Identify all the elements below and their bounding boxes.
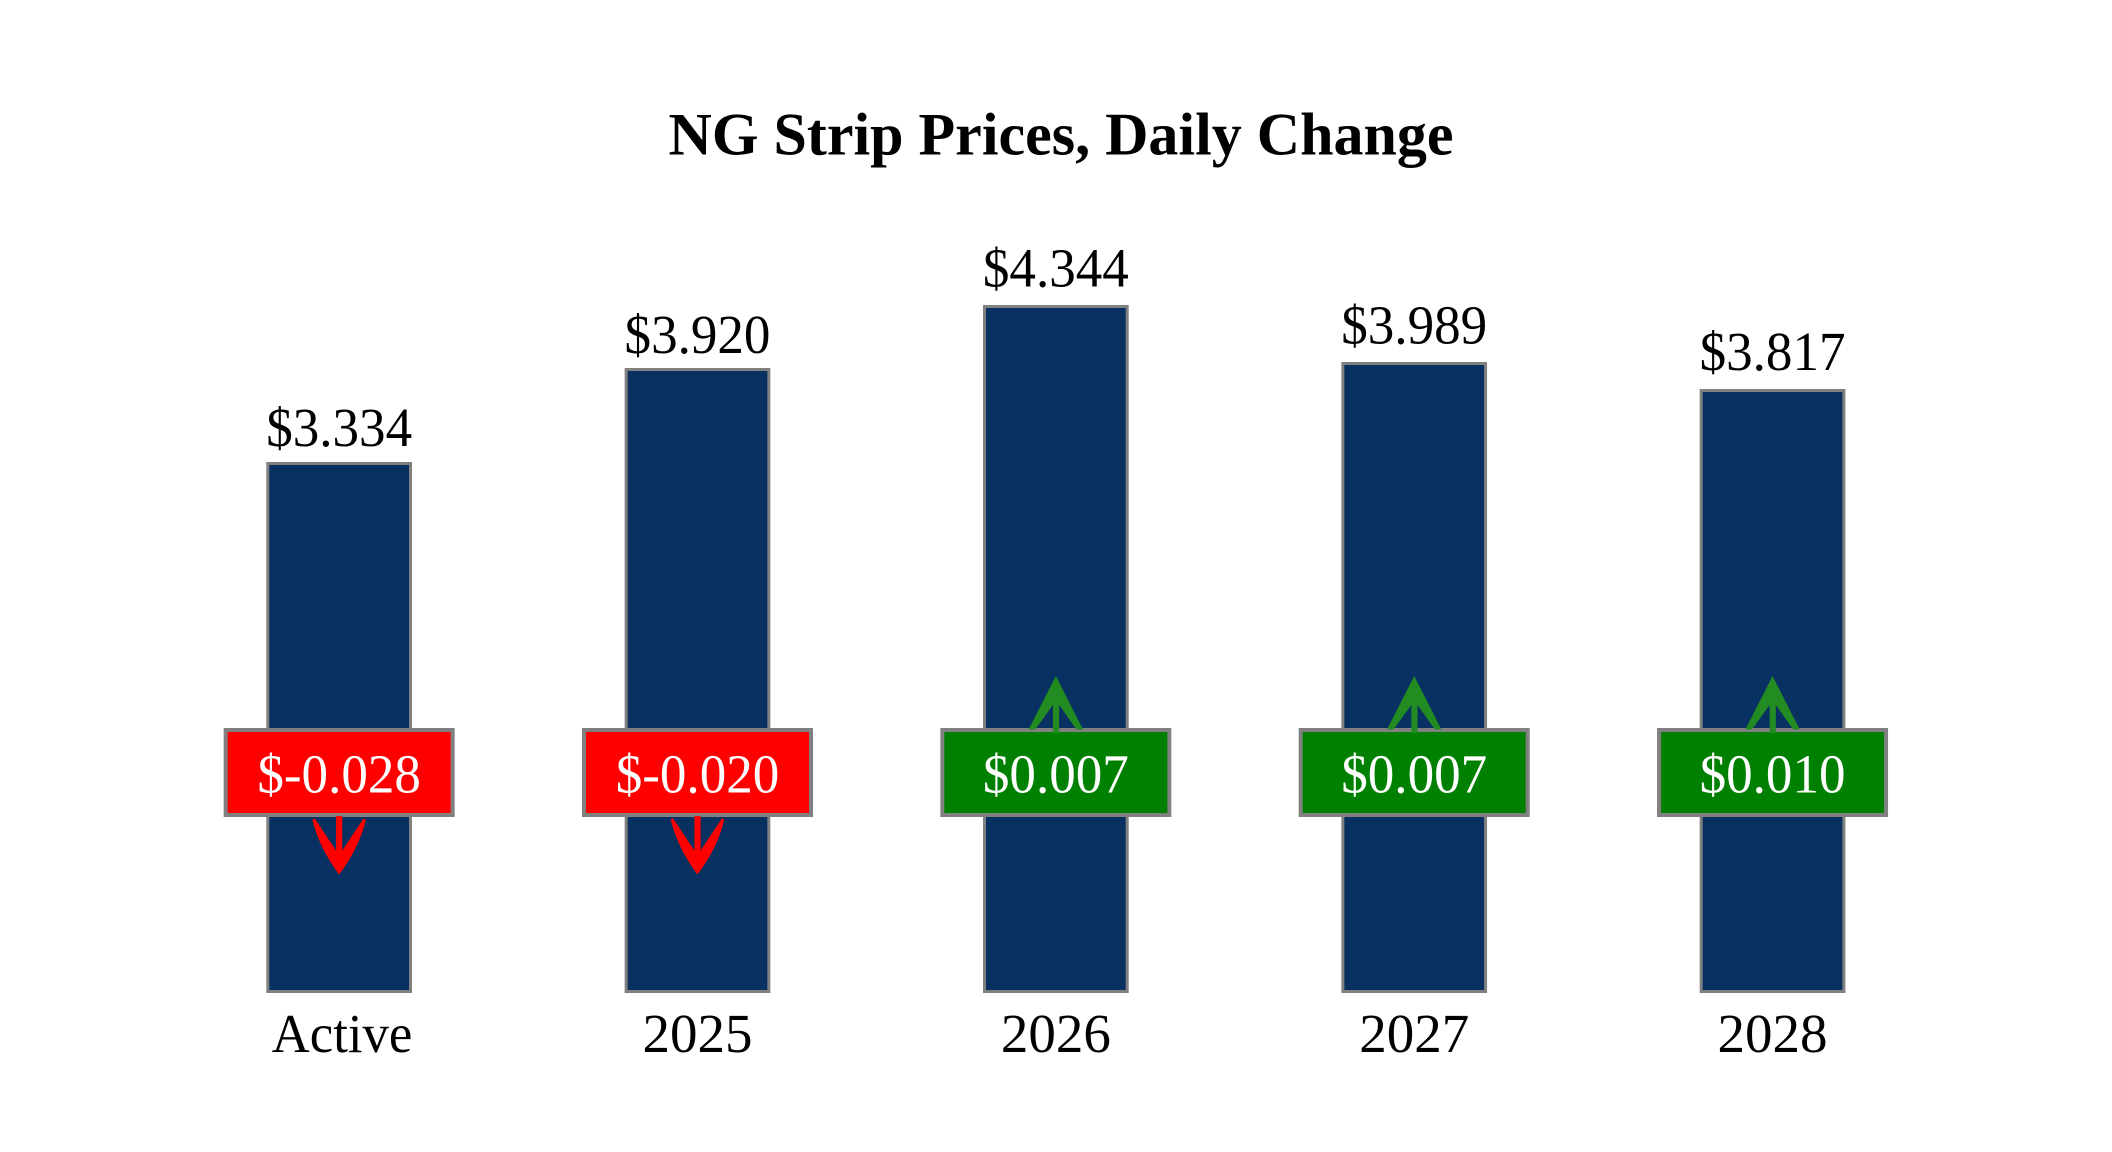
- svg-text:$0.010: $0.010: [1700, 744, 1846, 805]
- svg-text:2025: 2025: [643, 1003, 753, 1064]
- svg-text:Active: Active: [272, 1003, 413, 1064]
- svg-text:$3.817: $3.817: [1700, 321, 1846, 382]
- svg-text:$3.334: $3.334: [266, 397, 412, 458]
- svg-text:$4.344: $4.344: [983, 238, 1129, 299]
- svg-text:$-0.028: $-0.028: [257, 744, 421, 805]
- svg-text:$0.007: $0.007: [1341, 744, 1487, 805]
- svg-text:2026: 2026: [1001, 1003, 1111, 1064]
- svg-text:$3.920: $3.920: [625, 304, 771, 365]
- svg-text:NG Strip Prices, Daily Change: NG Strip Prices, Daily Change: [669, 102, 1454, 168]
- svg-text:2027: 2027: [1359, 1003, 1469, 1064]
- svg-text:2028: 2028: [1718, 1003, 1828, 1064]
- svg-text:$-0.020: $-0.020: [616, 744, 780, 805]
- svg-text:$3.989: $3.989: [1341, 295, 1487, 356]
- svg-text:$0.007: $0.007: [983, 744, 1129, 805]
